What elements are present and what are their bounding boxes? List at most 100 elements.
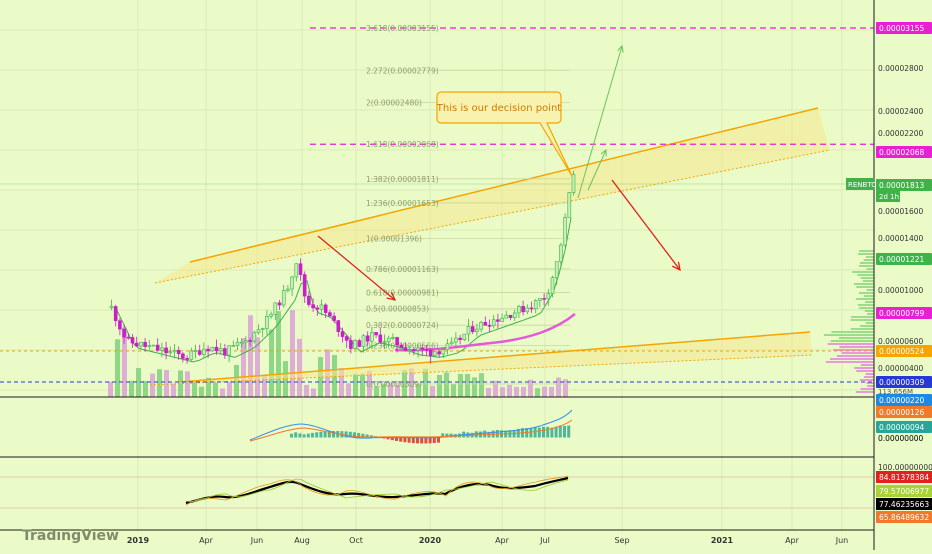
- candle-body: [416, 347, 420, 351]
- volume-bar: [248, 315, 253, 397]
- macd-histogram-bar: [298, 433, 302, 438]
- volume-bar: [192, 382, 197, 397]
- candle-body: [504, 314, 509, 319]
- rsi-tag-bg-0: [876, 471, 932, 483]
- volume-bar: [521, 386, 526, 397]
- symbol-tag-bg: [846, 178, 874, 190]
- candle-body: [386, 337, 391, 342]
- candle-body: [164, 347, 168, 354]
- profile-bar: [866, 268, 874, 270]
- rsi-tag-3: 65.86489632: [879, 513, 929, 522]
- volume-bar: [444, 372, 449, 397]
- upper-dotted-line: [154, 149, 831, 284]
- profile-bar: [850, 319, 874, 321]
- candle-body: [378, 334, 383, 343]
- rsi-tag-0: 84.81378384: [879, 473, 929, 482]
- volume-bar: [430, 385, 435, 397]
- macd-line: [249, 409, 573, 441]
- volume-bar: [262, 375, 267, 397]
- ma-green-line: [114, 217, 572, 363]
- candle-body: [160, 347, 164, 351]
- y-tick-label-0: 0.00002800: [878, 64, 924, 73]
- macd-histogram-bar: [437, 437, 440, 443]
- candle-body: [365, 335, 370, 342]
- macd-histogram-bar: [441, 433, 445, 438]
- candle-body: [344, 336, 349, 341]
- price-tag-bg-2: [876, 179, 932, 191]
- profile-bar: [831, 331, 874, 333]
- volume-bar: [367, 370, 372, 397]
- candle-body: [290, 276, 294, 290]
- fib-label-6: 1(0.00001396): [366, 235, 422, 244]
- candle-body: [433, 351, 437, 357]
- candle-body: [193, 350, 198, 352]
- profile-bar: [836, 355, 874, 357]
- profile-bar: [855, 298, 874, 300]
- candle-body: [244, 340, 248, 343]
- macd-signal-line: [249, 419, 573, 442]
- candle-body: [239, 341, 244, 344]
- fib-label-4: 1.382(0.00001811): [366, 175, 439, 184]
- macd-histogram-bar: [445, 433, 449, 438]
- candle-body: [395, 337, 399, 346]
- rsi-tag-bg-1: [876, 485, 932, 497]
- candle-body: [323, 304, 328, 313]
- volume-bar: [479, 373, 484, 397]
- profile-bar: [860, 262, 874, 264]
- macd-histogram-bar: [403, 437, 407, 443]
- fibonacci-levels: 3.618(0.00003155) 2.272(0.00002779) 2(0.00…: [310, 24, 874, 389]
- candle-body: [118, 320, 122, 330]
- macd-histogram-bar: [315, 432, 319, 438]
- macd-histogram-bar: [407, 437, 411, 443]
- volume-bar: [185, 371, 190, 397]
- candle-body: [349, 340, 353, 349]
- profile-bar: [859, 379, 874, 381]
- profile-bar: [859, 307, 874, 309]
- candle-body: [512, 312, 517, 318]
- macd-histogram-bar: [546, 426, 550, 438]
- volume-bars: [108, 310, 568, 397]
- time-axis[interactable]: 2019 Apr Jun Aug Oct 2020 Apr Jul Sep 2021 Apr Jun T…: [22, 528, 848, 545]
- price-tag-bg-1: [876, 146, 932, 158]
- candle-body: [307, 295, 311, 305]
- fib-label-12: 0(0.00000309): [366, 380, 422, 389]
- profile-bar: [860, 325, 874, 327]
- candle-body: [202, 348, 206, 355]
- price-axis[interactable]: 0.000028000.000024000.000022000.00002000…: [846, 0, 932, 550]
- volume-bar: [276, 311, 281, 397]
- macd-zero-label: 0.00000000: [878, 434, 924, 443]
- candle-body: [428, 349, 433, 357]
- fib-label-2: 2(0.00002480): [366, 98, 422, 107]
- candle-body: [424, 348, 429, 351]
- decision-callout: This is our decision point: [436, 91, 573, 177]
- x-tick-label-10: Apr: [785, 536, 800, 545]
- green-arrow-small: [587, 150, 606, 191]
- macd-histogram-bar: [512, 430, 516, 438]
- profile-bar: [860, 364, 874, 366]
- candle-body: [487, 325, 492, 327]
- macd-histogram-bar: [348, 431, 352, 438]
- green-arrow-up: [577, 46, 622, 199]
- volume-bar: [241, 338, 246, 397]
- profile-bar: [851, 316, 874, 318]
- profile-bar: [863, 295, 874, 297]
- volume-bar: [500, 387, 505, 397]
- volume-bar: [353, 373, 358, 397]
- candle-body: [454, 337, 458, 343]
- candle-body: [126, 336, 131, 339]
- price-tag-0: 0.00003155: [879, 24, 925, 33]
- macd-histogram-bar: [323, 431, 327, 438]
- candle-body: [500, 317, 504, 322]
- volume-bar: [178, 370, 183, 397]
- price-tag-bg-5: [876, 345, 932, 357]
- candle-body: [235, 342, 240, 346]
- candle-body: [403, 347, 408, 351]
- candle-body: [286, 288, 290, 291]
- price-tag-bg-3: [876, 253, 932, 265]
- profile-bar: [841, 352, 874, 354]
- volume-bar: [346, 383, 351, 397]
- volume-bar: [535, 388, 540, 397]
- volume-bar: [157, 369, 162, 397]
- candle-body: [437, 351, 441, 355]
